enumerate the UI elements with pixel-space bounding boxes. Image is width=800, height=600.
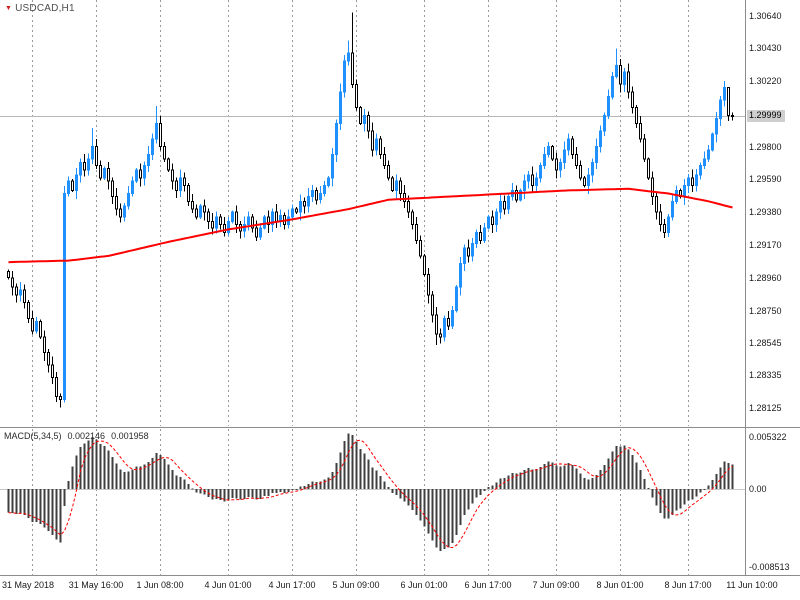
price-tick-label: 1.29380 — [749, 207, 782, 217]
time-tick-label: 31 May 16:00 — [68, 580, 124, 590]
current-price-label: 1.29999 — [747, 110, 785, 122]
price-tick-label: 1.29590 — [749, 174, 782, 184]
macd-signal-value: 0.001958 — [111, 431, 149, 441]
time-tick-label: 11 Jun 10:00 — [726, 580, 778, 590]
macd-name: MACD(5,34,5) — [4, 431, 62, 441]
macd-axis-min-label: -0.008513 — [749, 562, 790, 572]
price-tick-label: 1.28125 — [749, 403, 782, 413]
time-tick-label: 7 Jun 09:00 — [532, 580, 580, 590]
grid-layer — [32, 0, 689, 575]
macd-axis-max-label: 0.005322 — [749, 432, 787, 442]
symbol-label: ▼ USDCAD,H1 — [5, 3, 75, 14]
price-tick-label: 1.29170 — [749, 240, 782, 250]
time-tick-label: 31 May 2018 — [2, 580, 55, 590]
time-tick-label: 8 Jun 17:00 — [664, 580, 712, 590]
time-axis[interactable]: 31 May 2018 31 May 16:00 1 Jun 08:00 4 Jun … — [0, 576, 800, 600]
price-tick-label: 1.28960 — [749, 273, 782, 283]
macd-indicator-label: MACD(5,34,5) 0.002146 0.001958 — [4, 431, 155, 441]
time-tick-label: 6 Jun 17:00 — [464, 580, 512, 590]
time-tick-label: 8 Jun 01:00 — [596, 580, 644, 590]
price-tick-label: 1.28545 — [749, 338, 782, 348]
time-tick-label: 5 Jun 09:00 — [332, 580, 380, 590]
price-tick-label: 1.29800 — [749, 142, 782, 152]
price-tick-label: 1.28335 — [749, 370, 782, 380]
macd-axis-zero-label: 0.00 — [749, 484, 767, 494]
pane-separators — [0, 0, 800, 576]
price-tick-label: 1.30430 — [749, 43, 782, 53]
macd-signal-layer — [8, 439, 733, 549]
time-tick-label: 6 Jun 01:00 — [400, 580, 448, 590]
time-tick-label: 4 Jun 01:00 — [204, 580, 252, 590]
price-tick-label: 1.30640 — [749, 11, 782, 21]
macd-main-value: 0.002146 — [67, 431, 106, 441]
dropdown-arrow-icon: ▼ — [5, 5, 13, 12]
price-tick-label: 1.30220 — [749, 76, 782, 86]
price-axis[interactable]: 1.30640 1.30430 1.30220 1.29800 1.29590 1.293… — [746, 0, 800, 576]
price-tick-label: 1.28750 — [749, 306, 782, 316]
time-tick-label: 1 Jun 08:00 — [136, 580, 184, 590]
ma-line-layer — [8, 187, 733, 264]
symbol-timeframe-text: USDCAD,H1 — [15, 3, 75, 14]
candles-layer — [7, 12, 734, 408]
time-tick-label: 4 Jun 17:00 — [268, 580, 316, 590]
macd-layer — [0, 433, 745, 551]
